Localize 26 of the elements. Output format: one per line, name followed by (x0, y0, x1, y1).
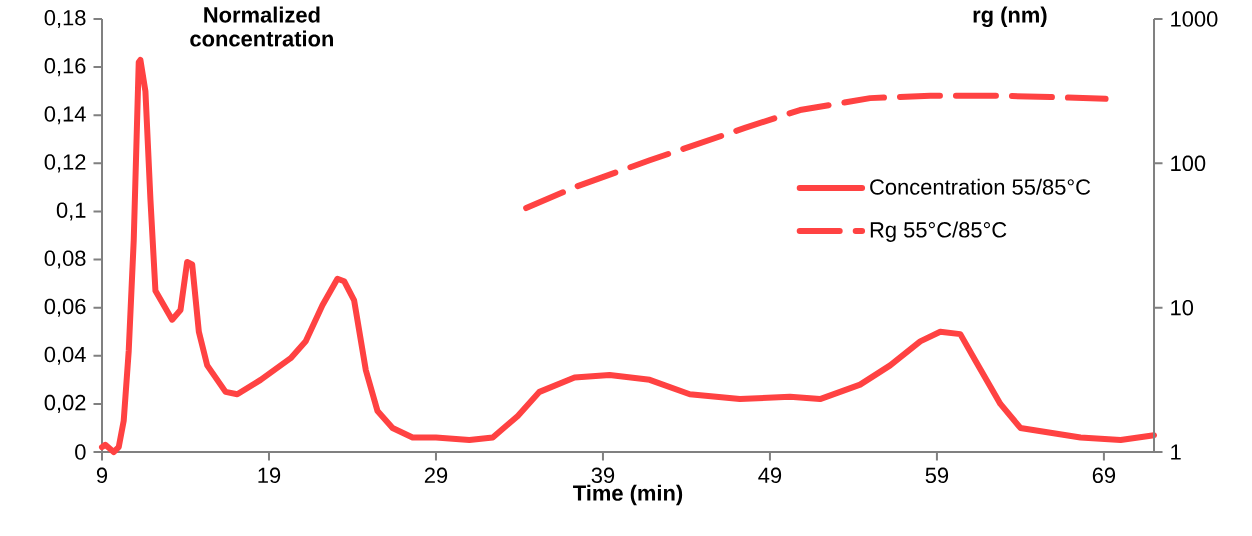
legend-label: Concentration 55/85°C (870, 178, 1091, 195)
y2-axis-title: rg (nm) (973, 6, 1047, 28)
y-axis-title: Normalized concentration (190, 6, 333, 47)
x-tick-label: 9 (96, 467, 108, 484)
x-tick-label: 59 (925, 467, 949, 484)
x-tick-label: 69 (1092, 467, 1116, 484)
y2-tick-label: 100 (1171, 155, 1206, 172)
y-tick-label: 0,12 (44, 154, 86, 173)
y-tick-label: 0,04 (44, 346, 86, 365)
x-tick-label: 39 (591, 467, 615, 484)
y2-tick-label: 1000 (1171, 11, 1218, 27)
y-tick-label: 0,02 (44, 394, 86, 413)
y-tick-label: 0,08 (44, 250, 86, 269)
y-tick-label: 0,16 (44, 58, 86, 77)
y-tick-label: 0,1 (56, 202, 86, 221)
y-tick-label: 0,06 (44, 298, 86, 317)
x-tick-label: 49 (758, 467, 782, 484)
legend-label: Rg 55°C/85°C (870, 221, 1007, 242)
x-tick-label: 19 (258, 467, 281, 484)
y2-tick-label: 1 (1171, 444, 1181, 460)
y-tick-label: 0,18 (44, 9, 86, 29)
x-axis-title: Time (min) (573, 484, 683, 506)
y-tick-label: 0,14 (44, 106, 86, 125)
y2-tick-label: 10 (1171, 299, 1194, 316)
y-tick-label: 0 (75, 444, 86, 460)
x-tick-label: 29 (424, 467, 448, 484)
